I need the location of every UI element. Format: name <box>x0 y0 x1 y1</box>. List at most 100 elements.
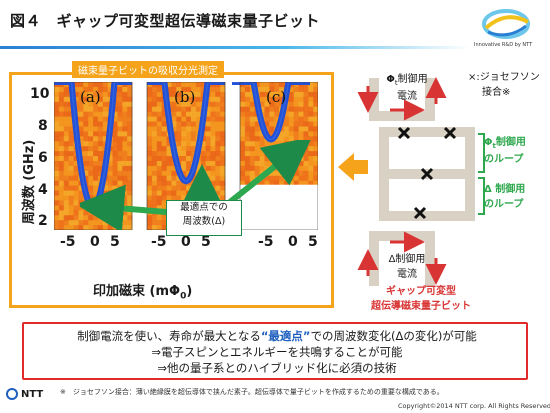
heatmap-cell <box>88 82 94 88</box>
transition-curve <box>232 82 310 143</box>
heatmap-cell <box>88 160 94 167</box>
heatmap-cell <box>171 175 177 182</box>
heatmap-cell <box>54 200 60 206</box>
heatmap-cell <box>249 101 256 108</box>
heatmap-cell <box>127 116 133 122</box>
heatmap-cell <box>274 86 280 93</box>
heatmap-cell <box>54 195 60 201</box>
heatmap-cell <box>249 91 256 98</box>
heatmap-cell <box>313 91 318 98</box>
heatmap-cell <box>58 195 65 201</box>
heatmap-cell <box>58 200 65 206</box>
heatmap-cell <box>78 126 84 132</box>
heatmap-cell <box>156 165 163 172</box>
heatmap-cell <box>161 215 167 221</box>
heatmap-cell <box>210 146 216 152</box>
heatmap-cell <box>97 106 104 113</box>
x-axis-label-sub: 0 <box>180 291 187 302</box>
heatmap-cell <box>117 96 123 103</box>
heatmap-cell <box>107 160 113 167</box>
heatmap-cell <box>254 156 260 162</box>
heatmap-cell <box>112 151 118 157</box>
heatmap-cell <box>171 165 177 172</box>
heatmap-cell <box>122 126 128 132</box>
heatmap-cell <box>279 86 285 93</box>
heatmap-cell <box>190 126 197 132</box>
heatmap-cell <box>122 106 128 113</box>
heatmap-cell <box>68 141 74 147</box>
heatmap-cell <box>117 86 123 93</box>
heatmap-cell <box>117 151 123 157</box>
heatmap-cell <box>293 101 299 108</box>
heatmap-cell <box>147 151 153 157</box>
heatmap-cell <box>313 116 318 122</box>
heatmap-cell <box>63 141 70 147</box>
heatmap-cell <box>176 101 182 108</box>
heatmap-cell <box>63 195 70 201</box>
heatmap-cell <box>240 131 246 137</box>
heatmap-cell <box>274 111 280 118</box>
heatmap-cell <box>127 225 133 230</box>
heatmap-cell <box>244 96 251 103</box>
heatmap-cell <box>210 156 216 162</box>
heatmap-cell <box>83 116 89 122</box>
heatmap-cell <box>151 106 158 113</box>
heatmap-cell <box>97 131 104 137</box>
heatmap-cell <box>156 220 163 226</box>
heatmap-cell <box>274 91 280 98</box>
heatmap-cell <box>264 96 270 103</box>
heatmap-cell <box>102 91 109 98</box>
heatmap-cell <box>112 156 118 162</box>
heatmap-cell <box>112 146 118 152</box>
heatmap-cell <box>176 86 182 93</box>
heatmap-cell <box>181 146 187 152</box>
ntt-rd-logo-icon <box>482 9 530 39</box>
heatmap-cell <box>78 141 84 147</box>
heatmap-cell <box>63 106 70 113</box>
heatmap-cell <box>220 121 226 127</box>
x-tick-label: 5 <box>201 234 211 250</box>
heatmap-cell <box>112 116 118 122</box>
heatmap-cell <box>220 126 226 132</box>
phi-t-current-label: Φt制御用 電流 <box>380 70 434 102</box>
ntt-logo-text: NTT <box>21 389 44 400</box>
heatmap-cell <box>156 160 163 167</box>
heatmap-cell <box>279 136 285 142</box>
heatmap-cell <box>151 225 158 230</box>
heatmap-cell <box>166 141 172 147</box>
heatmap-cell <box>78 116 84 122</box>
heatmap-cell <box>205 131 211 137</box>
delta-loop-label: Δ 制御用 のループ <box>484 180 548 210</box>
heatmap-cell <box>283 136 290 142</box>
heatmap-cell <box>215 106 221 113</box>
x-tick-label: 0 <box>90 234 100 250</box>
heatmap-cell <box>54 175 60 182</box>
heatmap-cell <box>274 96 280 103</box>
heatmap-cell <box>58 180 65 187</box>
heatmap-cell <box>205 111 211 118</box>
heatmap-cell <box>190 96 197 103</box>
heatmap-cell <box>127 111 133 118</box>
heatmap-cell <box>107 175 113 182</box>
heatmap-cell <box>264 91 270 98</box>
heatmap-cell <box>63 215 70 221</box>
heatmap-cell <box>93 91 99 98</box>
heatmap-cell <box>63 111 70 118</box>
heatmap-cell <box>93 111 99 118</box>
heatmap-cell <box>147 96 153 103</box>
heatmap-cell <box>210 106 216 113</box>
heatmap-cell <box>63 165 70 172</box>
heatmap-cell <box>88 136 94 142</box>
heatmap-cell <box>83 131 89 137</box>
heatmap-cell <box>190 121 197 127</box>
heatmap-cell <box>190 86 197 93</box>
heatmap-cell <box>122 141 128 147</box>
heatmap-cell <box>156 101 163 108</box>
heatmap-cell <box>63 160 70 167</box>
heatmap-cell <box>117 101 123 108</box>
heatmap-cell <box>215 121 221 127</box>
heatmap-cell <box>97 151 104 157</box>
heatmap-cell <box>313 151 318 157</box>
heatmap-cell <box>151 165 158 172</box>
heatmap-cell <box>195 111 202 118</box>
